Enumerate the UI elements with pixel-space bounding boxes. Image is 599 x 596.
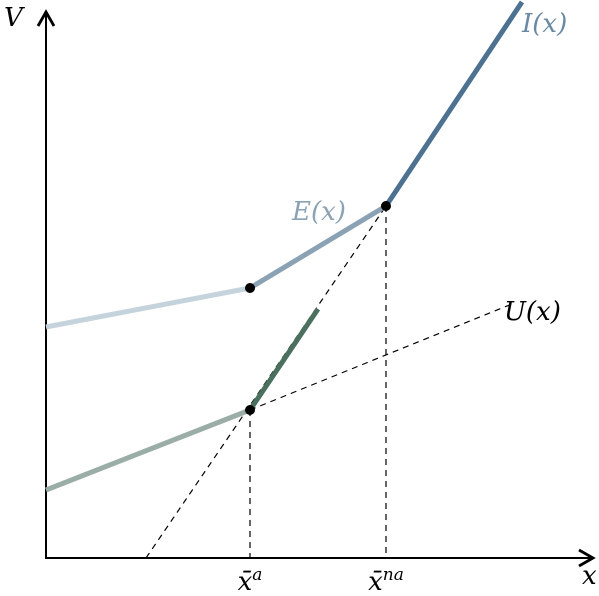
tick-sup: a <box>252 565 262 585</box>
curve-label: I(x) <box>521 9 567 39</box>
curve-label: E(x) <box>291 197 346 227</box>
curve-steep <box>247 307 321 412</box>
point <box>245 283 255 293</box>
tick-label: x̄a <box>238 565 263 596</box>
curve-segment <box>45 285 251 330</box>
curve-e <box>248 203 388 291</box>
dashed-u <box>249 303 513 411</box>
tick-label: x̄na <box>368 565 404 596</box>
y-axis-label: V <box>4 3 25 33</box>
tick-base: x̄ <box>238 567 253 596</box>
curve-lower <box>45 407 251 493</box>
point <box>245 405 255 415</box>
point <box>381 201 391 211</box>
curve-label: U(x) <box>504 297 561 327</box>
tick-base: x̄ <box>368 567 383 596</box>
curve-i <box>383 0 525 208</box>
tick-sup: na <box>383 565 404 585</box>
x-axis-label: x <box>582 561 597 591</box>
